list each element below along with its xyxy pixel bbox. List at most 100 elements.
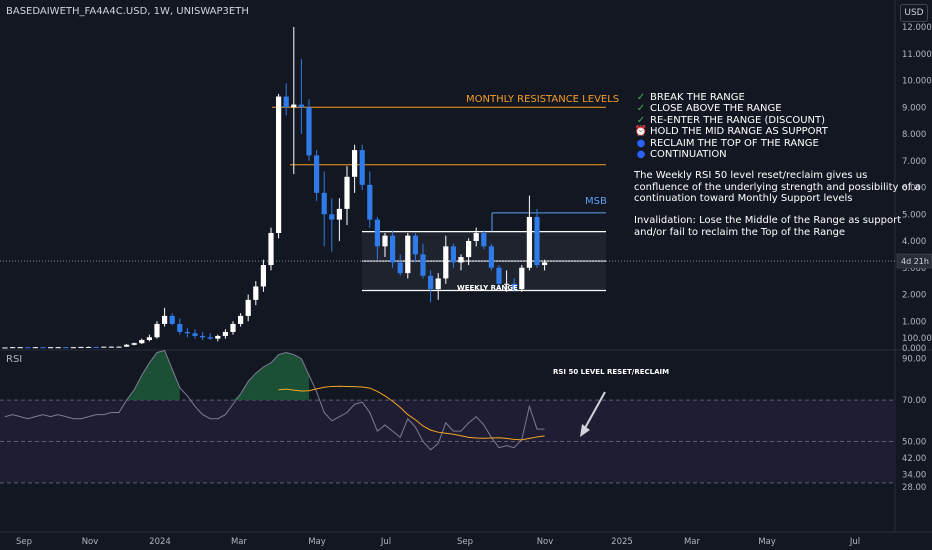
candle bbox=[405, 235, 411, 274]
annotation-arrow-head bbox=[580, 424, 590, 437]
candle bbox=[177, 323, 183, 332]
candle bbox=[473, 232, 479, 241]
symbol-title: BASEDAIWETH_FA4A4C.USD, 1W, UNISWAP3ETH bbox=[6, 6, 249, 17]
candle bbox=[25, 347, 31, 349]
rsi-indicator-label[interactable]: RSI bbox=[6, 354, 23, 365]
price-tick-label: 12.000 bbox=[902, 23, 932, 33]
countdown-tag bbox=[896, 253, 932, 269]
candle bbox=[344, 176, 350, 209]
candle bbox=[93, 346, 99, 348]
candle bbox=[146, 337, 152, 340]
time-tick-label: Jul bbox=[849, 537, 860, 547]
candle bbox=[352, 150, 358, 177]
candle bbox=[86, 346, 92, 348]
candle bbox=[78, 346, 84, 348]
time-tick-label: Sep bbox=[457, 537, 473, 547]
price-tick-label: 2.000 bbox=[902, 291, 926, 301]
plan-item: ● CONTINUATION bbox=[634, 149, 828, 160]
candle bbox=[435, 278, 441, 290]
rsi-overbought-fill bbox=[119, 350, 180, 401]
candle bbox=[108, 346, 114, 348]
candle bbox=[55, 347, 61, 349]
time-tick-label: Mar bbox=[231, 537, 248, 547]
candle bbox=[124, 344, 130, 347]
check-icon: ✓ bbox=[636, 103, 646, 115]
plan-item-text: CONTINUATION bbox=[650, 149, 727, 161]
candle bbox=[253, 286, 259, 300]
candle bbox=[184, 331, 190, 334]
price-tick-label: 10.000 bbox=[902, 77, 932, 87]
candle bbox=[17, 347, 23, 349]
currency-button[interactable]: USD bbox=[900, 4, 928, 22]
candle bbox=[450, 246, 456, 263]
time-tick-label: May bbox=[758, 537, 776, 547]
candle bbox=[169, 315, 175, 324]
rsi-tick-label: 90.00 bbox=[902, 355, 926, 365]
alarm-clock-icon: ⏰ bbox=[634, 126, 648, 138]
price-tick-label: 5.000 bbox=[902, 210, 926, 220]
time-tick-label: Jul bbox=[380, 537, 391, 547]
candle bbox=[70, 347, 76, 349]
candle bbox=[458, 257, 464, 263]
candle bbox=[222, 331, 228, 336]
candle bbox=[420, 254, 426, 276]
plan-item: ✓ BREAK THE RANGE bbox=[634, 92, 828, 103]
rsi-tick-label: 42.00 bbox=[902, 454, 926, 464]
rsi-overbought-fill bbox=[225, 352, 309, 401]
plan-item-text: RE-ENTER THE RANGE (DISCOUNT) bbox=[650, 114, 826, 126]
candle bbox=[260, 265, 266, 287]
candle bbox=[542, 262, 548, 266]
price-tick-label: 3.000 bbox=[902, 264, 926, 274]
candle bbox=[519, 267, 525, 290]
msb-label: MSB bbox=[585, 196, 607, 207]
price-tick-label: 6.000 bbox=[902, 184, 926, 194]
rsi-tick-label: 100.00 bbox=[902, 334, 932, 344]
candle bbox=[298, 104, 304, 108]
candle bbox=[488, 246, 494, 268]
time-tick-label: Nov bbox=[82, 537, 99, 547]
price-tick-label: 11.000 bbox=[902, 50, 932, 60]
candle bbox=[336, 208, 342, 220]
rsi-line bbox=[4, 349, 545, 451]
candle bbox=[10, 347, 16, 349]
candle bbox=[496, 267, 502, 284]
candle bbox=[230, 323, 236, 332]
rsi-tick-label: 28.00 bbox=[902, 483, 926, 493]
annotation-arrow bbox=[584, 391, 606, 429]
candle bbox=[154, 323, 160, 338]
plan-item-text: RECLAIM THE TOP OF THE RANGE bbox=[650, 137, 819, 149]
rsi-note: The Weekly RSI 50 level reset/reclaim gi… bbox=[634, 170, 921, 205]
price-tick-label: 1.000 bbox=[902, 317, 926, 327]
time-tick-label: May bbox=[308, 537, 326, 547]
candle bbox=[101, 346, 107, 348]
candle bbox=[428, 275, 434, 290]
plan-item-text: BREAK THE RANGE bbox=[650, 92, 745, 103]
time-tick-label: Nov bbox=[537, 537, 554, 547]
candle bbox=[359, 150, 365, 185]
candle bbox=[207, 337, 213, 339]
plan-item: ✓ CLOSE ABOVE THE RANGE bbox=[634, 103, 828, 114]
price-tick-label: 0.000 bbox=[902, 344, 926, 354]
invalidation-note: Invalidation: Lose the Middle of the Ran… bbox=[634, 215, 902, 238]
candle bbox=[466, 241, 472, 258]
rsi-ma-line bbox=[278, 385, 545, 441]
check-icon: ✓ bbox=[636, 114, 646, 126]
candle bbox=[238, 315, 244, 324]
candle bbox=[291, 104, 297, 108]
plan-item-text: HOLD THE MID RANGE AS SUPPORT bbox=[650, 126, 828, 138]
candle bbox=[63, 347, 69, 349]
trade-plan-list: ✓ BREAK THE RANGE ✓ CLOSE ABOVE THE RANGE … bbox=[634, 92, 828, 160]
check-icon: ✓ bbox=[636, 92, 646, 103]
candle bbox=[481, 232, 487, 247]
candle bbox=[306, 107, 312, 156]
candle bbox=[534, 216, 540, 266]
candle bbox=[131, 343, 137, 345]
rsi-reset-label: RSI 50 LEVEL RESET/RECLAIM bbox=[553, 368, 670, 376]
candle bbox=[367, 184, 373, 220]
candle bbox=[443, 246, 449, 279]
candle bbox=[32, 347, 38, 349]
candle bbox=[374, 219, 380, 247]
candle bbox=[116, 346, 122, 348]
rsi-tick-label: 50.00 bbox=[902, 438, 926, 448]
